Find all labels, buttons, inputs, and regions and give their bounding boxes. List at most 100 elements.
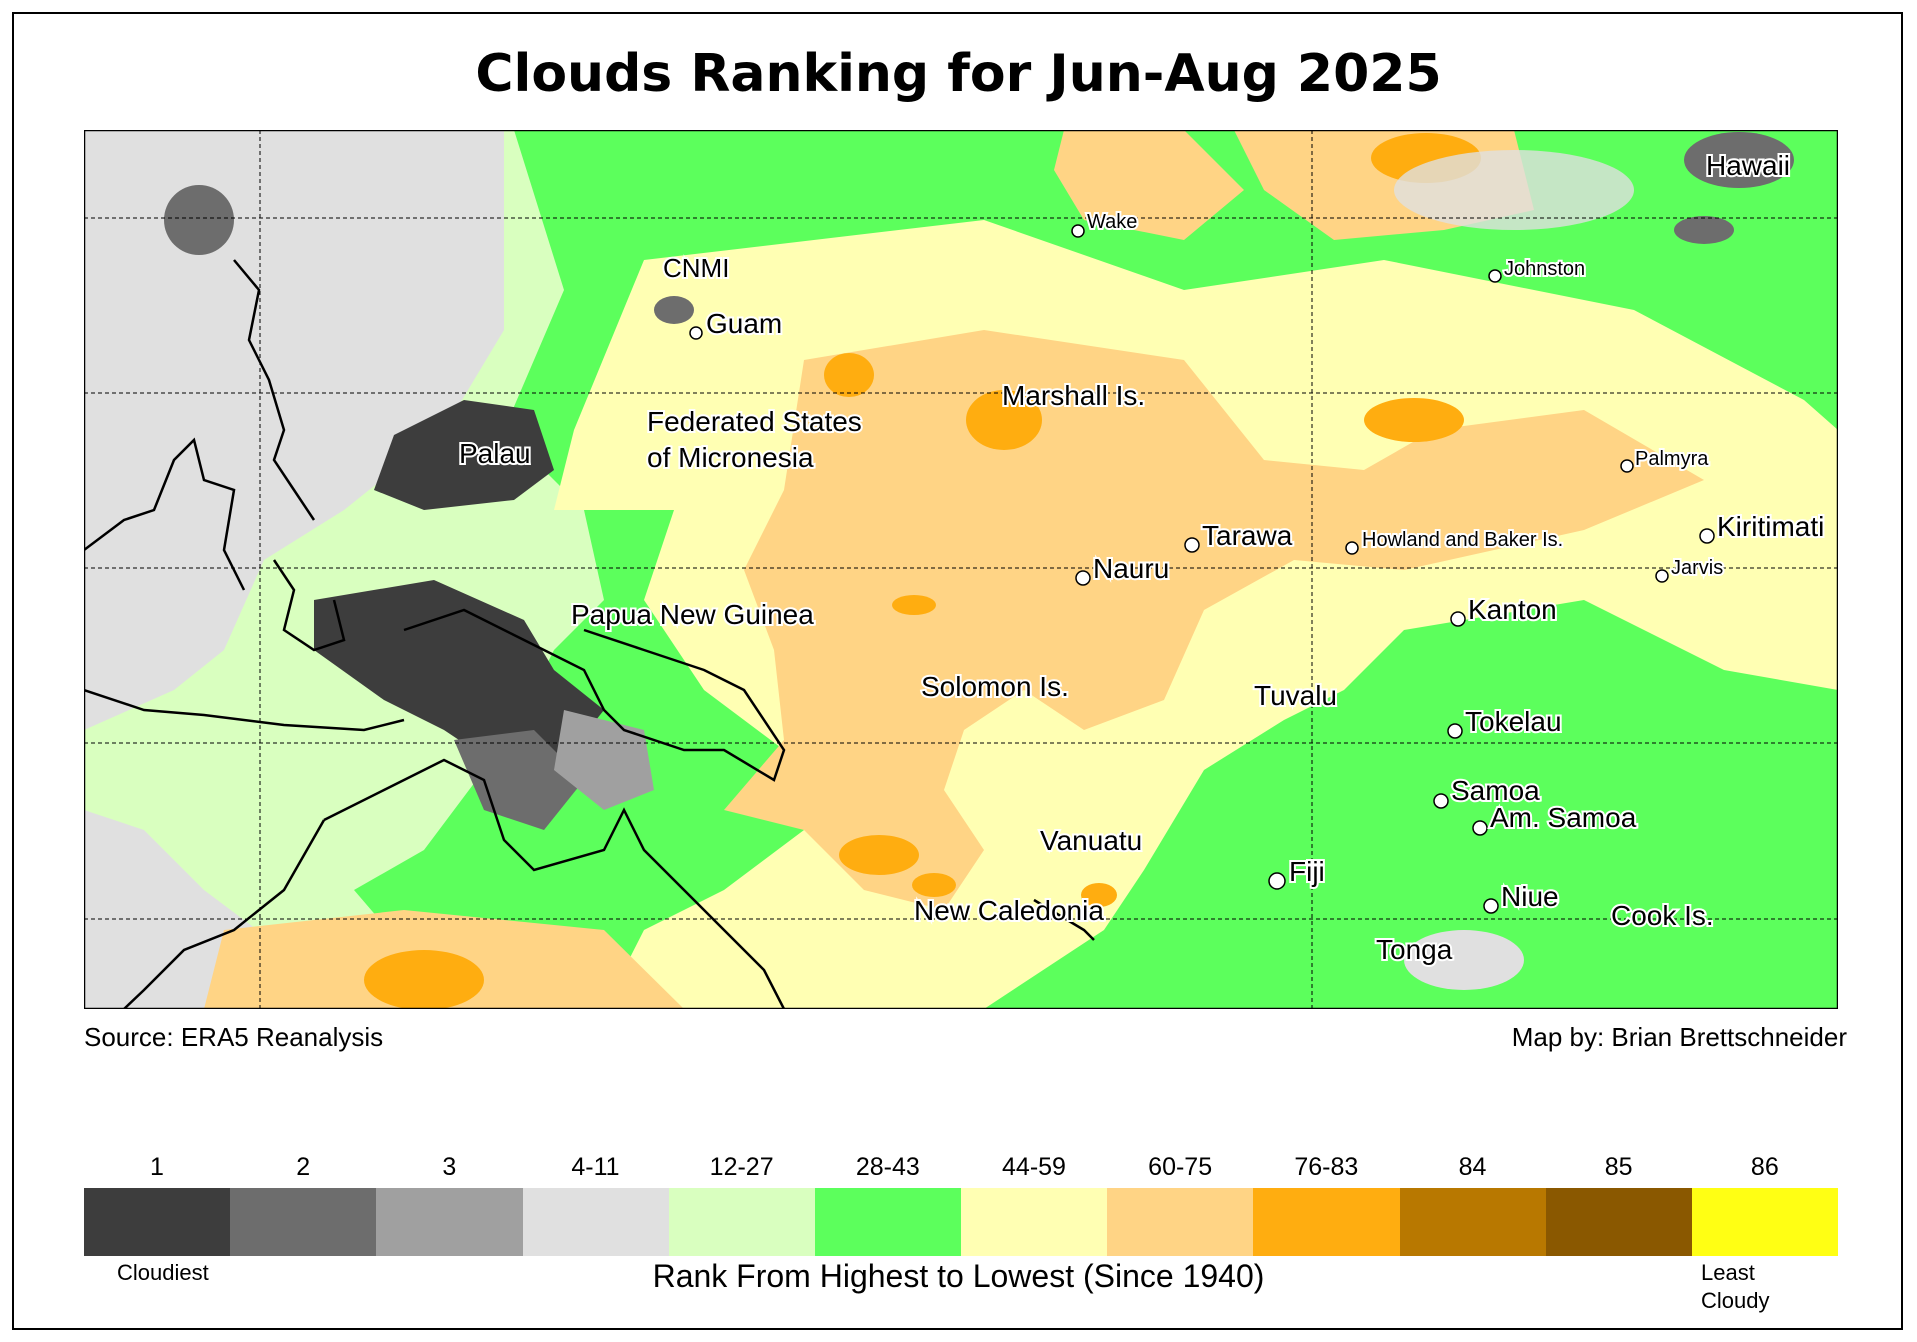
place-label: Kiritimati [1717, 511, 1824, 542]
rank-region [1404, 930, 1524, 990]
place-label: Nauru [1093, 553, 1169, 584]
rank-region [1394, 150, 1634, 230]
legend-class-label: 76-83 [1294, 1153, 1359, 1181]
place-label: Marshall Is. [1002, 380, 1145, 411]
rank-region [824, 353, 874, 397]
rank-region [1684, 132, 1794, 188]
coastline [272, 559, 346, 652]
place-label: Niue [1501, 881, 1559, 912]
rank-region [374, 400, 554, 510]
coastline [84, 688, 405, 732]
rank-region [724, 330, 1704, 910]
place-marker [1447, 723, 1463, 739]
legend-swatch [814, 1188, 962, 1256]
place-label: Solomon Is. [921, 671, 1069, 702]
legend-high-end-line2: Cloudy [1701, 1288, 1770, 1313]
rank-region [364, 950, 484, 1009]
coastline [1033, 898, 1095, 941]
legend-swatch [668, 1188, 815, 1256]
place-label: Johnston [1504, 258, 1585, 280]
place-label: of Micronesia [647, 442, 814, 473]
legend-swatch [1545, 1188, 1692, 1256]
place-marker [1620, 459, 1634, 473]
place-label: Tonga [1376, 934, 1453, 965]
legend-swatch [522, 1188, 669, 1256]
place-label: Wake [1087, 211, 1137, 233]
legend-swatch [961, 1188, 1108, 1256]
coastline [403, 608, 786, 782]
cloud-rank-map: Hawaii Wake Johnston CNMI Guam Marshall … [84, 130, 1838, 1009]
place-label: Fiji [1289, 856, 1325, 887]
place-marker [1433, 793, 1449, 809]
legend-class-label: 85 [1604, 1153, 1633, 1181]
place-label: Cook Is. [1611, 900, 1714, 931]
coastline [233, 259, 316, 521]
coastline [84, 437, 246, 591]
place-label: Papua New Guinea [571, 599, 814, 630]
legend-swatch [1253, 1188, 1400, 1256]
rank-region [1054, 130, 1244, 240]
place-label: Kanton [1468, 594, 1557, 625]
place-marker [1450, 611, 1466, 627]
legend-swatch [1399, 1188, 1546, 1256]
legend-class-label: 4-11 [571, 1153, 620, 1181]
coastline [323, 758, 786, 1009]
rank-region [1364, 398, 1464, 442]
place-label: Howland and Baker Is. [1362, 529, 1563, 551]
place-marker [1472, 820, 1488, 836]
place-marker [1699, 528, 1715, 544]
place-label: Vanuatu [1040, 825, 1142, 856]
rank-region [454, 730, 584, 830]
place-marker [1268, 872, 1286, 890]
legend-class-label: 12-27 [709, 1153, 774, 1181]
place-label: Palau [459, 438, 531, 469]
legend-class-label: 28-43 [855, 1153, 920, 1181]
place-label: Tuvalu [1254, 680, 1337, 711]
map-title: Clouds Ranking for Jun-Aug 2025 [475, 44, 1442, 104]
legend-class-label: 86 [1750, 1153, 1779, 1181]
legend-high-end-line1: Least [1701, 1260, 1755, 1285]
rank-region [654, 296, 694, 324]
place-marker [689, 326, 703, 340]
rank-region [1081, 883, 1117, 907]
place-marker [1071, 224, 1085, 238]
place-marker [1488, 269, 1502, 283]
legend-class-label: 2 [296, 1153, 311, 1181]
rank-region [1674, 216, 1734, 244]
place-label: New Caledonia [914, 895, 1104, 926]
legend-swatch [376, 1188, 523, 1256]
legend-class-label: 44-59 [1002, 1153, 1066, 1181]
legend-swatch [230, 1188, 377, 1256]
place-label: CNMI [663, 253, 729, 283]
place-marker [1483, 898, 1499, 914]
legend-swatch [1107, 1188, 1254, 1256]
legend-title: Rank From Highest to Lowest (Since 1940) [652, 1258, 1265, 1294]
rank-region [164, 185, 234, 255]
rank-region [314, 580, 604, 770]
place-label: Jarvis [1671, 557, 1723, 579]
place-label: Hawaii [1706, 150, 1790, 181]
legend-class-label: 84 [1458, 1153, 1487, 1181]
legend-class-label: 3 [442, 1153, 457, 1181]
place-label: Tokelau [1465, 706, 1562, 737]
rank-region [839, 835, 919, 875]
figure-frame [12, 12, 1903, 1330]
place-label: Samoa [1451, 775, 1540, 806]
legend-low-end: Cloudiest [117, 1260, 209, 1285]
place-label: Guam [706, 308, 782, 339]
place-label: Palmyra [1635, 448, 1709, 470]
legend-swatch [84, 1188, 231, 1256]
rank-region [966, 390, 1042, 450]
place-marker [1184, 537, 1200, 553]
place-label: Federated States [647, 406, 862, 437]
credit-note: Map by: Brian Brettschneider [1511, 1022, 1847, 1052]
legend-swatch [1691, 1188, 1839, 1256]
legend-class-label: 60-75 [1148, 1153, 1213, 1181]
legend-colorbar [84, 1188, 1839, 1256]
coastline [123, 819, 326, 1009]
source-note: Source: ERA5 Reanalysis [84, 1022, 384, 1052]
rank-region [912, 873, 956, 897]
legend-class-label: 1 [150, 1153, 164, 1181]
rank-region [892, 595, 936, 615]
rank-region [554, 710, 654, 810]
